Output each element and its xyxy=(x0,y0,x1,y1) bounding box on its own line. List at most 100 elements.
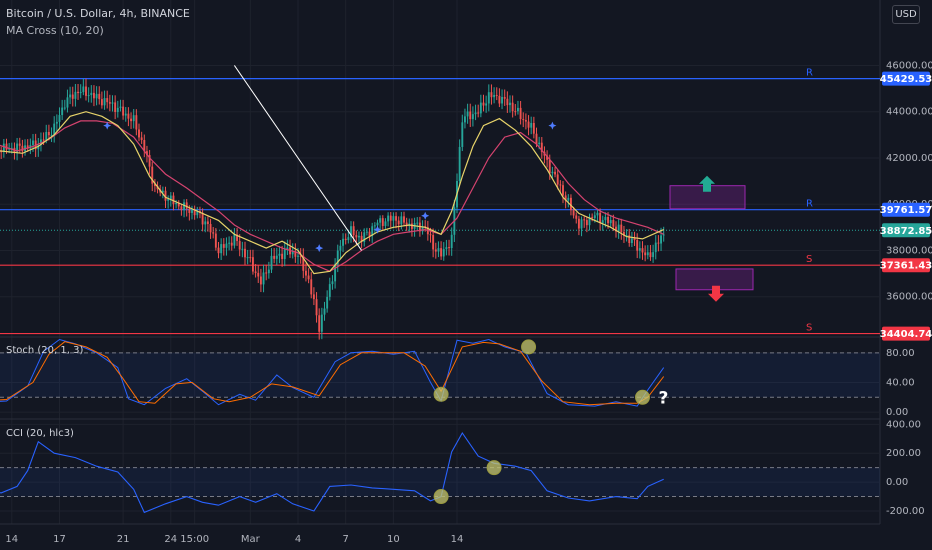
candle-body xyxy=(623,231,625,236)
ma-cross-star-icon xyxy=(421,211,430,220)
y-tick-label: 400.00 xyxy=(886,419,921,430)
candle-body xyxy=(612,220,615,227)
candle-body xyxy=(376,222,379,226)
y-tick-label: 0.00 xyxy=(886,407,908,418)
candle-body xyxy=(591,217,594,219)
ma-cross-legend[interactable]: MA Cross (10, 20) xyxy=(6,24,104,37)
candle-body xyxy=(517,107,519,112)
candle-body xyxy=(310,279,313,295)
candle-body xyxy=(556,174,559,185)
candle-body xyxy=(628,235,631,244)
candle-body xyxy=(252,257,254,272)
candle-body xyxy=(424,226,427,228)
candle-body xyxy=(527,121,530,128)
candle-body xyxy=(143,140,146,152)
candle-body xyxy=(469,111,472,120)
candle-body xyxy=(119,106,122,108)
candle-body xyxy=(318,315,321,332)
candle-body xyxy=(363,232,366,242)
cci-legend[interactable]: CCI (20, hlc3) xyxy=(6,428,74,439)
candle-body xyxy=(562,185,564,196)
candle-body xyxy=(209,223,212,233)
y-tick-label: 42000.00 xyxy=(886,153,932,164)
price-tag xyxy=(882,258,930,273)
candle-body xyxy=(532,122,535,134)
candle-body xyxy=(358,235,360,238)
candle-body xyxy=(93,92,95,99)
candle-body xyxy=(63,107,66,109)
x-tick-label: 4 xyxy=(295,534,301,545)
candle-body xyxy=(636,239,639,251)
candle-body xyxy=(599,212,602,223)
candle-body xyxy=(50,134,53,136)
candle-body xyxy=(233,234,236,246)
candle-body xyxy=(294,251,297,257)
candle-body xyxy=(477,112,480,114)
candle-body xyxy=(100,99,103,106)
candle-body xyxy=(577,218,580,229)
candle-body xyxy=(652,252,655,258)
x-tick-label: 15:00 xyxy=(180,534,209,545)
candle-body xyxy=(448,247,450,249)
candle-body xyxy=(270,255,273,270)
candle-body xyxy=(228,242,231,244)
sr-level-letter: S xyxy=(806,254,812,265)
candle-body xyxy=(103,98,106,106)
candle-body xyxy=(593,215,596,219)
candle-body xyxy=(180,206,183,211)
candle-body xyxy=(538,142,541,145)
ma-cross-star-icon xyxy=(373,225,382,234)
candle-body xyxy=(106,98,109,103)
candle-body xyxy=(146,151,148,156)
candle-body xyxy=(307,275,310,280)
price-tag-label: 45429.53 xyxy=(880,74,932,85)
candle-body xyxy=(148,155,151,167)
y-tick-label: 0.00 xyxy=(886,477,908,488)
candle-body xyxy=(601,220,604,223)
candle-body xyxy=(193,209,196,216)
candle-body xyxy=(604,217,607,221)
highlight-circle xyxy=(521,339,537,355)
candle-body xyxy=(416,222,419,224)
ma-cross-star-icon xyxy=(103,121,112,130)
candle-body xyxy=(21,145,24,152)
candle-body xyxy=(140,137,143,141)
candle-body xyxy=(66,97,69,108)
candle-body xyxy=(98,93,101,100)
highlight-circle xyxy=(433,489,449,505)
candle-body xyxy=(249,257,252,259)
candle-body xyxy=(524,120,527,122)
candle-body xyxy=(175,203,178,205)
candle-body xyxy=(254,271,257,273)
candle-body xyxy=(214,233,217,248)
candle-body xyxy=(511,102,514,112)
ma-fast-line xyxy=(0,111,664,275)
currency-button[interactable]: USD xyxy=(892,5,920,24)
candle-body xyxy=(445,247,448,250)
candle-body xyxy=(583,219,586,221)
y-tick-label: 46000.00 xyxy=(886,60,932,71)
candle-body xyxy=(172,195,175,205)
candle-body xyxy=(259,276,262,285)
candle-body xyxy=(620,224,623,232)
candle-body xyxy=(405,222,408,227)
question-annotation: ? xyxy=(659,388,669,408)
y-tick-label: 36000.00 xyxy=(886,292,932,303)
candle-body xyxy=(169,195,172,200)
x-tick-label: 14 xyxy=(451,534,464,545)
candle-body xyxy=(387,215,390,222)
candle-body xyxy=(188,208,191,213)
candle-body xyxy=(42,139,45,141)
candle-body xyxy=(183,202,185,211)
y-tick-label: 40.00 xyxy=(886,377,915,388)
price-tag-label: 34404.74 xyxy=(880,329,932,340)
chart-title: Bitcoin / U.S. Dollar, 4h, BINANCE xyxy=(6,7,190,20)
stoch-legend[interactable]: Stoch (20, 1, 3) xyxy=(6,345,84,356)
candle-body xyxy=(625,235,628,237)
candle-body xyxy=(501,97,503,104)
candle-body xyxy=(458,146,461,182)
candle-body xyxy=(535,133,538,145)
candle-body xyxy=(339,245,342,251)
candle-body xyxy=(138,129,140,138)
